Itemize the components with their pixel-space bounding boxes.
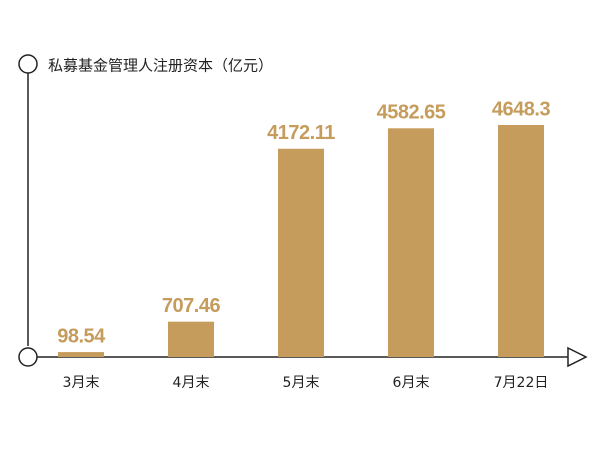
value-label: 98.54 <box>57 325 106 347</box>
bar <box>168 321 214 357</box>
x-axis-arrow <box>567 346 588 368</box>
value-label: 4648.3 <box>492 98 551 120</box>
value-label: 4172.11 <box>267 122 335 144</box>
axis-top-circle <box>18 54 38 74</box>
x-tick-label: 3月末 <box>63 375 100 391</box>
axis-origin-circle <box>18 347 38 367</box>
bar <box>388 128 434 357</box>
x-tick-label: 5月末 <box>283 375 320 391</box>
x-tick-label: 7月22日 <box>494 375 549 391</box>
x-tick-label: 6月末 <box>393 375 430 391</box>
value-label: 707.46 <box>162 295 221 317</box>
x-tick-label: 4月末 <box>173 375 210 391</box>
bar <box>278 148 324 357</box>
bar <box>498 125 544 357</box>
value-label: 4582.65 <box>377 102 446 124</box>
bar <box>58 352 104 357</box>
chart-title: 私募基金管理人注册资本（亿元） <box>48 57 273 75</box>
